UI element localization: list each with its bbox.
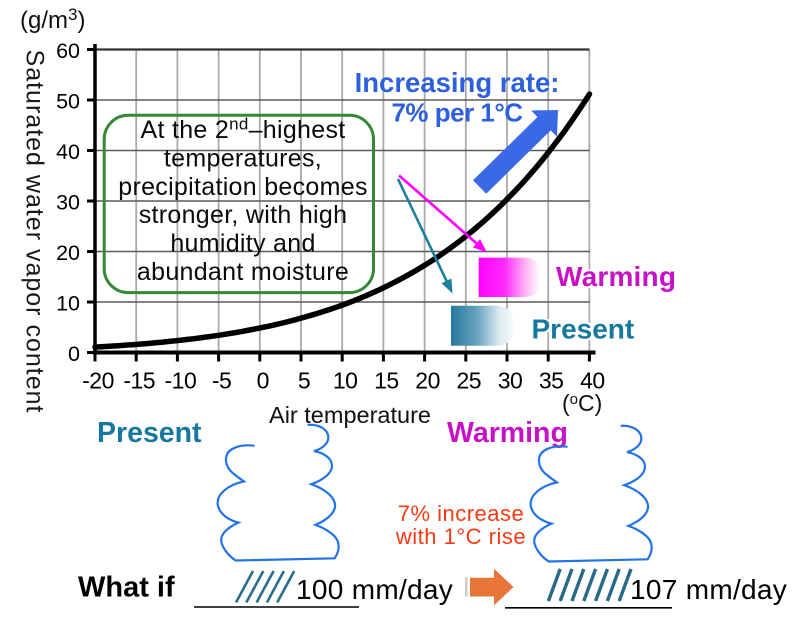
svg-text:Present: Present — [97, 417, 202, 449]
svg-text:5: 5 — [298, 368, 310, 394]
svg-text:What if: What if — [78, 572, 175, 604]
svg-text:25: 25 — [457, 368, 482, 394]
svg-text:20: 20 — [415, 368, 440, 394]
svg-text:Air temperature: Air temperature — [269, 402, 431, 428]
svg-text:-15: -15 — [123, 368, 155, 394]
svg-text:-20: -20 — [82, 368, 114, 394]
svg-text:15: 15 — [374, 368, 399, 394]
svg-text:(oC): (oC) — [562, 390, 602, 416]
svg-text:Warming: Warming — [556, 261, 676, 292]
svg-text:At the 2nd–highest: At the 2nd–highest — [140, 115, 345, 145]
svg-text:0: 0 — [68, 342, 80, 366]
svg-text:stronger, with high: stronger, with high — [139, 201, 348, 229]
svg-text:40: 40 — [56, 140, 80, 164]
svg-text:0: 0 — [257, 368, 269, 394]
svg-text:-10: -10 — [165, 368, 197, 394]
svg-text:abundant moisture: abundant moisture — [137, 258, 349, 286]
svg-text:temperatures,: temperatures, — [164, 145, 322, 173]
svg-text:60: 60 — [56, 39, 80, 63]
svg-text:7% increase: 7% increase — [398, 501, 525, 526]
svg-text:Present: Present — [532, 314, 635, 345]
svg-text:-5: -5 — [212, 368, 231, 394]
svg-text:(g/m3): (g/m3) — [20, 5, 85, 34]
svg-text:Increasing rate:: Increasing rate: — [355, 67, 560, 98]
svg-text:20: 20 — [56, 241, 80, 265]
svg-text:35: 35 — [539, 368, 564, 394]
svg-text:Saturated water vapor content: Saturated water vapor content — [21, 50, 49, 414]
svg-text:Warming: Warming — [447, 417, 568, 449]
svg-text:100 mm/day: 100 mm/day — [296, 574, 453, 605]
svg-text:30: 30 — [56, 191, 80, 215]
svg-text:humidity and: humidity and — [170, 230, 315, 258]
svg-text:107 mm/day: 107 mm/day — [630, 574, 787, 605]
svg-text:50: 50 — [56, 90, 80, 114]
svg-text:30: 30 — [498, 368, 523, 394]
svg-text:with 1°C rise: with 1°C rise — [395, 524, 526, 549]
svg-text:7% per 1°C: 7% per 1°C — [391, 98, 523, 128]
svg-text:10: 10 — [56, 292, 80, 316]
svg-text:10: 10 — [333, 368, 358, 394]
svg-text:40: 40 — [580, 368, 605, 394]
svg-text:precipitation becomes: precipitation becomes — [118, 173, 368, 201]
